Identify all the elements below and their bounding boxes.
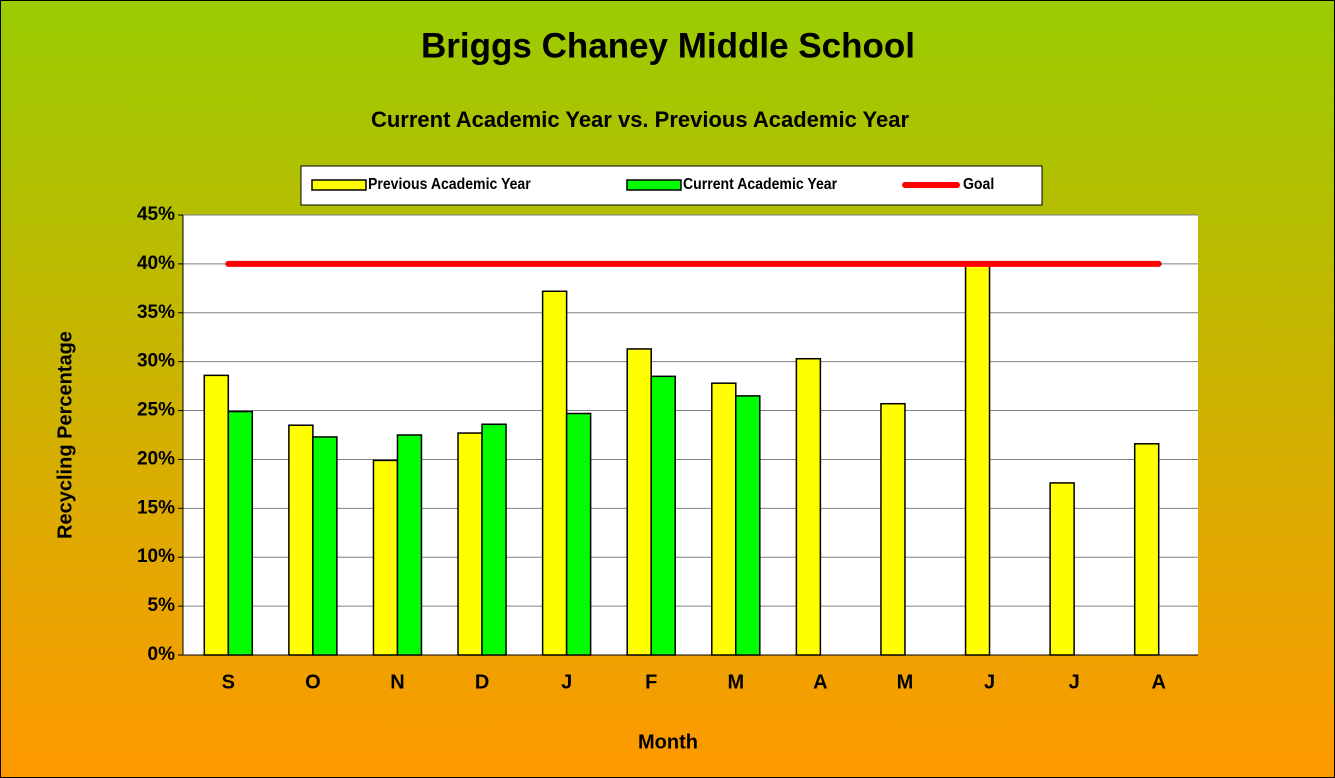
y-tick-label: 30% xyxy=(137,351,175,372)
x-tick-label: J xyxy=(984,671,995,693)
bar xyxy=(312,436,338,656)
legend-swatch xyxy=(311,179,367,191)
bar xyxy=(735,395,761,656)
x-tick-label: N xyxy=(390,671,404,693)
x-tick-label: A xyxy=(813,671,827,693)
x-tick-label: M xyxy=(897,671,914,693)
chart-subtitle: Current Academic Year vs. Previous Acade… xyxy=(371,107,910,132)
bar xyxy=(227,410,254,656)
bar xyxy=(964,263,991,656)
x-tick-label: S xyxy=(222,671,235,693)
chart-title: Briggs Chaney Middle School xyxy=(421,26,915,65)
x-tick-label: F xyxy=(645,671,657,693)
y-tick-label: 45% xyxy=(137,204,175,225)
bar xyxy=(288,424,314,656)
x-tick-label: O xyxy=(305,671,321,693)
bar xyxy=(457,432,483,656)
x-axis-label: Month xyxy=(638,731,698,753)
bar xyxy=(541,290,568,656)
bar xyxy=(481,423,507,656)
legend-label: Current Academic Year xyxy=(683,175,837,193)
y-tick-label: 20% xyxy=(137,448,175,469)
x-tick-label: J xyxy=(1069,671,1080,693)
legend-swatch xyxy=(626,179,682,191)
bar xyxy=(203,374,230,656)
bar xyxy=(626,348,652,656)
bar xyxy=(1133,443,1160,656)
bar xyxy=(711,382,737,656)
y-tick-label: 5% xyxy=(148,595,176,616)
y-tick-label: 25% xyxy=(137,400,175,421)
y-axis-label: Recycling Percentage xyxy=(54,331,76,539)
bar xyxy=(565,412,592,656)
y-tick-label: 0% xyxy=(148,644,176,665)
y-tick-label: 35% xyxy=(137,302,175,323)
legend-label: Previous Academic Year xyxy=(368,175,531,193)
x-tick-label: J xyxy=(561,671,572,693)
legend-label: Goal xyxy=(963,175,994,193)
y-tick-label: 15% xyxy=(137,497,175,518)
bar xyxy=(1049,482,1075,656)
bar xyxy=(396,434,423,656)
y-tick-label: 40% xyxy=(137,253,175,274)
plot-area xyxy=(183,215,1198,655)
x-tick-label: M xyxy=(727,671,744,693)
x-tick-label: A xyxy=(1151,671,1165,693)
y-tick-label: 10% xyxy=(137,546,175,567)
bar xyxy=(880,402,906,656)
bar xyxy=(795,357,822,656)
bar xyxy=(372,459,399,656)
x-tick-label: D xyxy=(475,671,489,693)
bar xyxy=(650,375,676,656)
